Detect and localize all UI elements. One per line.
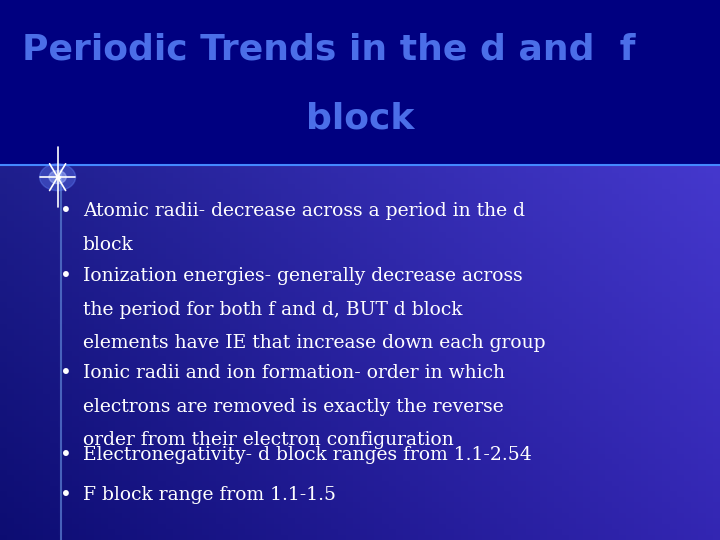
Text: •: • (60, 446, 72, 464)
Circle shape (40, 164, 76, 191)
Bar (0, 0, 720, 165)
Text: Ionic radii and ion formation- order in which: Ionic radii and ion formation- order in … (83, 364, 505, 382)
Text: •: • (60, 486, 72, 505)
Text: F block range from 1.1-1.5: F block range from 1.1-1.5 (83, 486, 336, 504)
Text: Periodic Trends in the d and  f: Periodic Trends in the d and f (22, 32, 635, 66)
Text: •: • (60, 364, 72, 383)
Text: the period for both f and d, BUT d block: the period for both f and d, BUT d block (83, 301, 462, 319)
Text: •: • (60, 267, 72, 286)
Text: block: block (306, 102, 414, 136)
Text: •: • (60, 202, 72, 221)
Text: Atomic radii- decrease across a period in the d: Atomic radii- decrease across a period i… (83, 202, 525, 220)
Text: order from their electron configuration: order from their electron configuration (83, 431, 454, 449)
Circle shape (49, 171, 66, 184)
Text: electrons are removed is exactly the reverse: electrons are removed is exactly the rev… (83, 398, 503, 416)
Text: elements have IE that increase down each group: elements have IE that increase down each… (83, 334, 546, 352)
Text: Ionization energies- generally decrease across: Ionization energies- generally decrease … (83, 267, 523, 285)
Text: Electronegativity- d block ranges from 1.1-2.54: Electronegativity- d block ranges from 1… (83, 446, 531, 463)
Text: block: block (83, 236, 133, 254)
